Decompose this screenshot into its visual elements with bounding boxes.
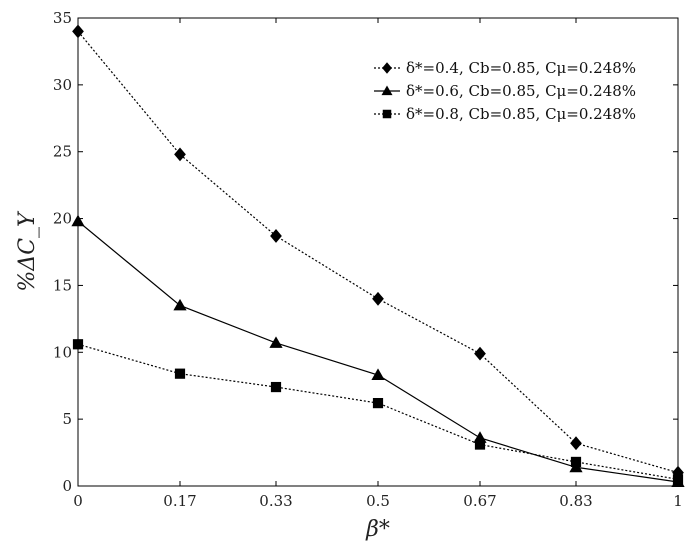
series-line: [77, 220, 679, 483]
series-square: [72, 339, 684, 485]
series-triangle: [71, 214, 685, 487]
y-tick-label: 30: [53, 76, 72, 94]
data-point: [174, 368, 186, 379]
legend-entry: δ*=0.4, Cb=0.85, Cμ=0.248%: [406, 59, 636, 77]
legend-entry: δ*=0.8, Cb=0.85, Cμ=0.248%: [406, 105, 636, 123]
x-tick-label: 0.17: [163, 492, 196, 510]
data-point: [270, 381, 282, 393]
data-point: [270, 229, 282, 243]
x-tick-label: 0: [73, 492, 83, 510]
series-line: [77, 343, 679, 480]
y-tick-label: 35: [53, 9, 72, 27]
y-tick-label: 5: [62, 410, 72, 428]
legend-entry: δ*=0.6, Cb=0.85, Cμ=0.248%: [406, 82, 636, 100]
y-tick-label: 0: [62, 477, 72, 495]
data-point: [72, 339, 84, 350]
data-point: [474, 346, 486, 361]
data-point: [371, 368, 385, 380]
data-point: [570, 456, 582, 468]
y-axis-title: %ΔC_Y: [15, 210, 40, 292]
axis-titles: β* %ΔC_Y: [15, 210, 390, 542]
legend-marker: [382, 109, 392, 119]
data-point: [372, 397, 384, 409]
x-axis-title: β*: [365, 517, 390, 542]
data-point: [474, 439, 486, 450]
data-point: [72, 24, 84, 39]
x-tick-label: 1: [673, 492, 683, 510]
data-point: [269, 336, 283, 348]
data-point: [372, 291, 384, 306]
x-tick-label: 0.67: [463, 492, 496, 510]
y-tick-label: 15: [53, 276, 72, 294]
legend-marker: [381, 85, 393, 96]
legend-marker: [382, 62, 392, 74]
series-layer: [71, 24, 685, 487]
y-tick-label: 25: [53, 143, 72, 161]
y-tick-label: 20: [53, 210, 72, 228]
data-point: [71, 214, 85, 227]
data-point: [173, 298, 187, 311]
x-tick-label: 0.83: [559, 492, 592, 510]
x-tick-label: 0.5: [366, 492, 390, 510]
x-tick-label: 0.33: [259, 492, 292, 510]
data-point: [570, 436, 582, 451]
legend: δ*=0.4, Cb=0.85, Cμ=0.248% δ*=0.6, Cb=0.8…: [374, 59, 636, 123]
data-point: [672, 474, 684, 485]
data-point: [174, 147, 186, 162]
y-tick-label: 10: [53, 343, 72, 361]
